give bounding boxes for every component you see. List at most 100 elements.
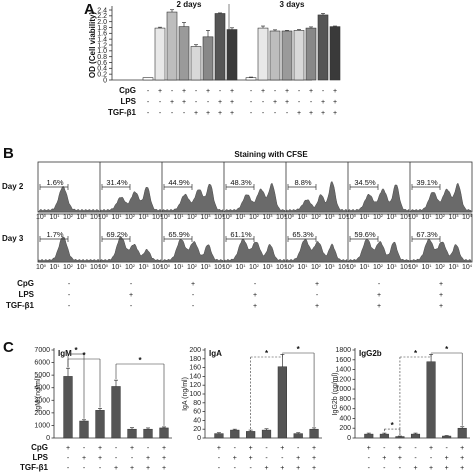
panel-b-percentage: 44.9%	[168, 178, 190, 187]
panel-b-xtick-exponent: 4	[346, 213, 349, 218]
panel-b-xtick-label: 101	[235, 263, 246, 271]
panel-b-xtick-label: 104	[338, 263, 349, 271]
panel-a-bar	[329, 26, 341, 81]
panel-b-xtick-exponent: 2	[381, 263, 384, 268]
panel-b-xtick-exponent: 3	[332, 263, 335, 268]
panel-b-xtick-exponent: 1	[119, 263, 122, 268]
panel-c-condition-sign: +	[249, 455, 253, 462]
panel-a-condition-sign: +	[333, 88, 337, 95]
panel-c-condition-sign: -	[234, 465, 237, 472]
panel-c-condition-sign: -	[99, 465, 102, 472]
panel-b-xtick-label: 101	[111, 213, 122, 221]
panel-c-subtitle: IgA	[209, 349, 222, 358]
panel-a-condition-sign: +	[285, 99, 289, 106]
panel-c-condition-sign: -	[83, 465, 86, 472]
panel-c-bar	[261, 429, 272, 439]
panel-b-xtick-exponent: 0	[106, 213, 109, 218]
panel-a-condition-sign: +	[333, 99, 337, 106]
panel-b-condition-sign: +	[439, 303, 443, 310]
panel-b-xtick-label: 103	[262, 213, 273, 221]
panel-c-ytick-label: 1400	[335, 367, 351, 374]
panel-a-condition-sign: -	[250, 110, 253, 117]
panel-c-ytick-label: 3000	[34, 397, 50, 404]
panel-a-bar	[214, 13, 226, 81]
panel-b-xtick-label: 103	[262, 263, 273, 271]
panel-c-condition-sign: +	[413, 465, 417, 472]
panel-b-xtick-label: 101	[359, 263, 370, 271]
panel-a-condition-sign: +	[182, 99, 186, 106]
panel-c-ytick-label: 600	[339, 406, 351, 413]
panel-a-condition-sign: -	[310, 99, 313, 106]
panel-a-condition-sign: +	[206, 110, 210, 117]
panel-c-ytick-label: 200	[189, 347, 201, 354]
panel-c-significance-star: *	[391, 421, 395, 430]
panel-c-condition-sign: -	[218, 465, 221, 472]
panel-b-condition-sign: +	[253, 292, 257, 299]
panel-c-condition-sign: +	[398, 455, 402, 462]
panel-b-histogram	[347, 184, 410, 213]
panel-b-xtick-exponent: 4	[408, 263, 411, 268]
panel-b-xtick-label: 102	[311, 263, 322, 271]
panel-c-significance-star: *	[138, 356, 142, 365]
panel-b-xtick-exponent: 1	[305, 263, 308, 268]
panel-c-condition-sign: -	[83, 445, 86, 452]
panel-c-ytick-label: 120	[189, 382, 201, 389]
panel-c-ylabel: IgA (ng/ml)	[182, 377, 189, 411]
panel-b-xtick-label: 101	[173, 263, 184, 271]
panel-a-condition-sign: +	[309, 110, 313, 117]
panel-c-condition-label: LPS	[32, 453, 48, 462]
panel-a-ytick-label: 1.0	[97, 48, 107, 55]
panel-b-percentage: 39.1%	[416, 178, 438, 187]
panel-c-subtitle: IgG2b	[359, 349, 382, 358]
panel-a-condition-sign: -	[250, 88, 253, 95]
panel-a-ytick-label: 1.6	[97, 31, 107, 38]
panel-c-bar	[143, 428, 153, 439]
panel-b-xtick-label: 104	[276, 213, 287, 221]
panel-c-condition-sign: +	[280, 445, 284, 452]
panel-b-xtick-label: 104	[152, 263, 163, 271]
panel-b-xtick-exponent: 4	[470, 263, 473, 268]
panel-b-xtick-exponent: 4	[98, 263, 101, 268]
panel-b-histogram	[409, 238, 472, 263]
panel-a-bar	[154, 27, 166, 81]
panel-b-xtick-exponent: 0	[168, 213, 171, 218]
panel-c-condition-sign: -	[430, 455, 433, 462]
panel-a-condition-sign: -	[171, 110, 174, 117]
panel-b-condition-sign: +	[439, 281, 443, 288]
panel-b-xtick-exponent: 1	[243, 263, 246, 268]
panel-b-xtick-exponent: 1	[243, 213, 246, 218]
panel-a-condition-sign: +	[333, 110, 337, 117]
panel-b-xtick-exponent: 3	[332, 213, 335, 218]
panel-b-xtick-exponent: 1	[305, 213, 308, 218]
panel-a-ytick-label: 2.0	[97, 19, 107, 26]
panel-c-bar	[395, 436, 405, 439]
panel-a-ytick-label: 0.8	[97, 54, 107, 61]
panel-b-xtick-label: 101	[421, 263, 432, 271]
panel-a-condition-sign: +	[230, 99, 234, 106]
panel-b-xtick-exponent: 3	[456, 263, 459, 268]
panel-c-condition-sign: +	[146, 455, 150, 462]
panel-c-ytick-label: 1200	[335, 376, 351, 383]
panel-a-condition-sign: -	[171, 88, 174, 95]
panel-c-condition-sign: -	[399, 465, 402, 472]
panel-b-xtick-exponent: 1	[57, 263, 60, 268]
panel-b-xtick-exponent: 2	[381, 213, 384, 218]
panel-b-xtick-label: 104	[462, 213, 473, 221]
panel-a-condition-sign: -	[298, 99, 301, 106]
panel-c-ytick-label: 800	[339, 396, 351, 403]
panel-a-condition-sign: +	[158, 88, 162, 95]
panel-c-condition-sign: +	[445, 465, 449, 472]
panel-a-bar	[281, 30, 293, 81]
panel-b-xtick-exponent: 2	[443, 263, 446, 268]
panel-a-condition-sign: -	[219, 88, 222, 95]
panel-c-condition-sign: -	[368, 465, 371, 472]
panel-c-condition-sign: -	[265, 445, 268, 452]
panel-a-condition-sign: +	[182, 88, 186, 95]
panel-b-condition-sign: +	[439, 292, 443, 299]
panel-b-percentage: 1.7%	[46, 230, 63, 239]
panel-c-condition-sign: +	[312, 465, 316, 472]
panel-b-xtick-exponent: 1	[181, 213, 184, 218]
panel-c-ytick-label: 20	[193, 426, 201, 433]
panel-b-xtick-exponent: 2	[319, 263, 322, 268]
